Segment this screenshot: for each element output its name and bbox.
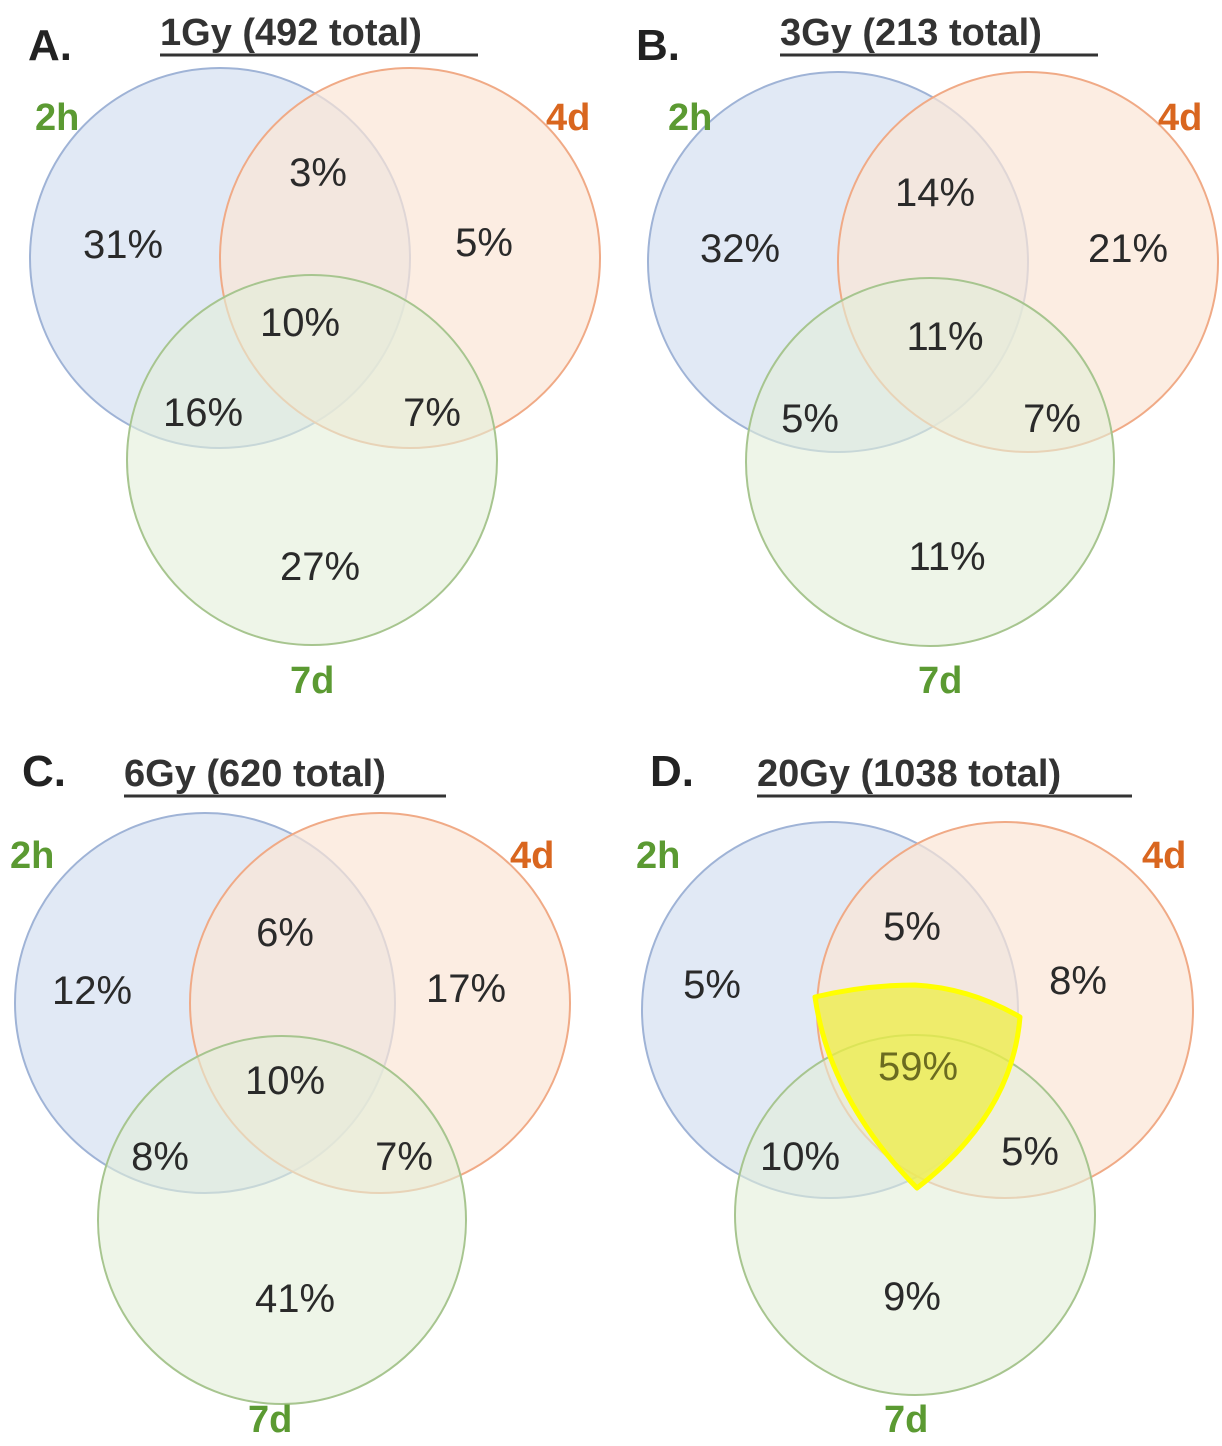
region-2h-7d: 5% — [781, 397, 839, 441]
set-label-2h: 2h — [10, 835, 54, 877]
region-7d-only: 41% — [255, 1277, 335, 1321]
set-label-2h: 2h — [35, 97, 79, 139]
region-2h-only: 32% — [700, 227, 780, 271]
region-4d-only: 21% — [1088, 227, 1168, 271]
region-7d-only: 11% — [908, 535, 985, 579]
region-all-three: 59% — [878, 1045, 958, 1089]
set-label-7d: 7d — [248, 1399, 292, 1441]
region-7d-only: 27% — [280, 545, 360, 589]
region-4d-7d: 7% — [1023, 397, 1081, 441]
region-2h-4d: 6% — [256, 911, 314, 955]
region-2h-only: 12% — [52, 969, 132, 1013]
set-label-7d: 7d — [884, 1399, 928, 1441]
region-4d-7d: 7% — [403, 391, 461, 435]
panel-letter: C. — [22, 747, 66, 796]
set-label-4d: 4d — [510, 835, 554, 877]
region-all-three: 10% — [260, 301, 340, 345]
panel-d: D. 20Gy (1038 total) 2h 4d 7d 5% 5% 8% 5… — [636, 747, 1194, 1441]
highlight-outline — [812, 982, 1023, 1191]
region-all-three: 11% — [906, 315, 983, 359]
region-4d-only: 5% — [455, 221, 513, 265]
panel-letter: A. — [28, 21, 72, 70]
set-label-2h: 2h — [636, 835, 680, 877]
panel-a: A. 1Gy (492 total) 2h 4d 7d 31% 3% 5% 10… — [28, 12, 601, 702]
region-all-three: 10% — [245, 1059, 325, 1103]
panel-title: 1Gy (492 total) — [160, 12, 422, 54]
region-4d-only: 8% — [1049, 959, 1107, 1003]
region-2h-only: 31% — [83, 223, 163, 267]
panel-letter: D. — [650, 747, 694, 796]
region-4d-7d: 5% — [1001, 1130, 1059, 1174]
panel-letter: B. — [636, 21, 680, 70]
set-label-7d: 7d — [918, 660, 962, 702]
set-label-4d: 4d — [1142, 835, 1186, 877]
circle-7d — [97, 1035, 467, 1405]
circle-7d — [745, 277, 1115, 647]
region-4d-7d: 7% — [375, 1135, 433, 1179]
set-label-7d: 7d — [290, 660, 334, 702]
panel-title: 6Gy (620 total) — [124, 753, 386, 795]
panel-title: 3Gy (213 total) — [780, 12, 1042, 54]
region-2h-4d: 3% — [289, 151, 347, 195]
region-2h-4d: 5% — [883, 905, 941, 949]
panel-title: 20Gy (1038 total) — [757, 753, 1061, 795]
region-7d-only: 9% — [883, 1275, 941, 1319]
set-label-2h: 2h — [668, 97, 712, 139]
panel-c: C. 6Gy (620 total) 2h 4d 7d 12% 6% 17% 1… — [10, 747, 571, 1441]
set-label-4d: 4d — [1158, 97, 1202, 139]
region-2h-7d: 10% — [760, 1135, 840, 1179]
region-2h-7d: 8% — [131, 1135, 189, 1179]
region-4d-only: 17% — [426, 967, 506, 1011]
circle-7d — [126, 274, 498, 646]
region-2h-4d: 14% — [895, 171, 975, 215]
region-2h-only: 5% — [683, 963, 741, 1007]
panel-b: B. 3Gy (213 total) 2h 4d 7d 32% 14% 21% … — [636, 12, 1219, 702]
region-2h-7d: 16% — [163, 391, 243, 435]
set-label-4d: 4d — [546, 97, 590, 139]
